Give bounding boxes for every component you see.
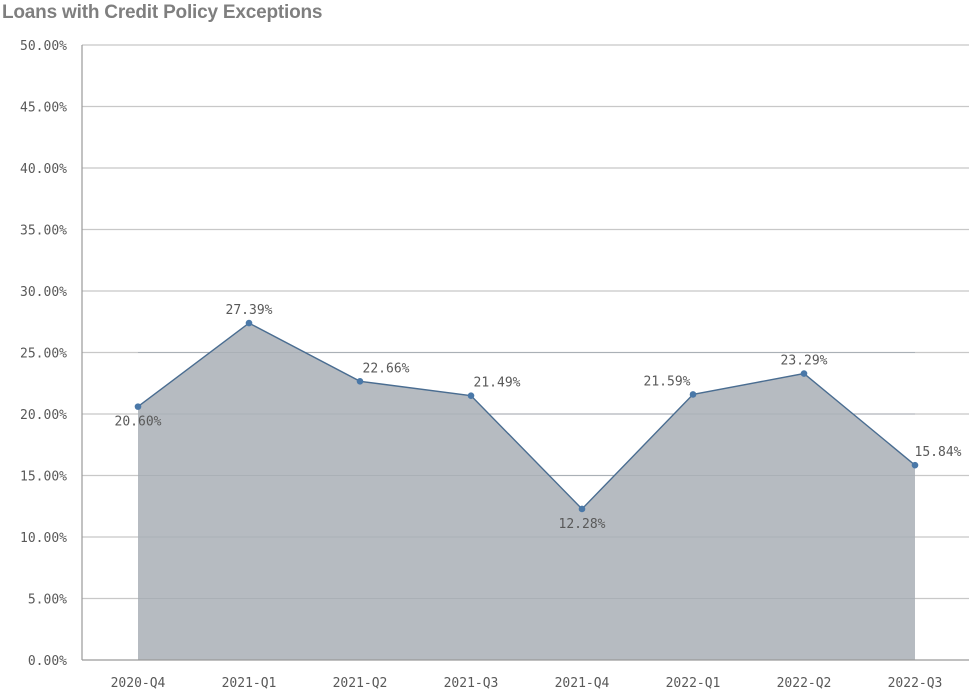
area-fill [138,323,915,660]
data-label: 20.60% [115,415,162,430]
area-series [137,322,916,660]
y-tick-label: 30.00% [20,285,67,300]
y-tick-label: 15.00% [20,470,67,485]
data-point [134,403,142,410]
data-point [245,319,253,327]
x-tick-label: 2021-Q1 [222,676,277,691]
y-tick-labels: 0.00% 5.00% 10.00% 15.00% 20.00% 25.00% 30.00%… [20,39,67,669]
data-label: 22.66% [363,361,410,376]
y-tick-label: 10.00% [20,531,67,546]
x-tick-label: 2021-Q4 [555,676,610,691]
y-tick-label: 35.00% [20,224,67,239]
x-tick-label: 2022-Q1 [666,676,721,691]
data-label: 27.39% [226,303,273,318]
data-label: 12.28% [559,517,606,532]
y-tick-label: 5.00% [28,593,67,608]
data-label: 21.59% [644,374,691,389]
x-tick-label: 2020-Q4 [111,676,166,691]
y-tick-label: 45.00% [20,101,67,116]
data-label: 23.29% [781,354,828,369]
series-line [137,322,916,510]
data-markers [134,319,919,513]
data-point [800,370,808,377]
x-tick-label: 2021-Q3 [444,676,499,691]
y-tick-label: 0.00% [28,654,67,669]
data-point [578,505,586,513]
data-point [356,377,364,385]
y-tick-label: 25.00% [20,347,67,362]
y-tick-label: 20.00% [20,408,67,423]
data-labels: 20.60% 27.39% 22.66% 21.49% 12.28% 21.59% 23.2… [115,303,962,532]
y-tick-label: 50.00% [20,39,67,54]
x-tick-label: 2022-Q2 [777,676,832,691]
data-point [911,461,919,469]
x-tick-label: 2022-Q3 [888,676,943,691]
axes [81,45,969,661]
chart-title: Loans with Credit Policy Exceptions [2,2,323,23]
data-label: 21.49% [474,376,521,391]
data-point [689,391,697,398]
y-tick-label: 40.00% [20,162,67,177]
data-label: 15.84% [915,445,962,460]
data-point [467,392,475,399]
x-tick-labels: 2020-Q4 2021-Q1 2021-Q2 2021-Q3 2021-Q4 2022-… [111,676,943,691]
x-tick-label: 2021-Q2 [333,676,388,691]
